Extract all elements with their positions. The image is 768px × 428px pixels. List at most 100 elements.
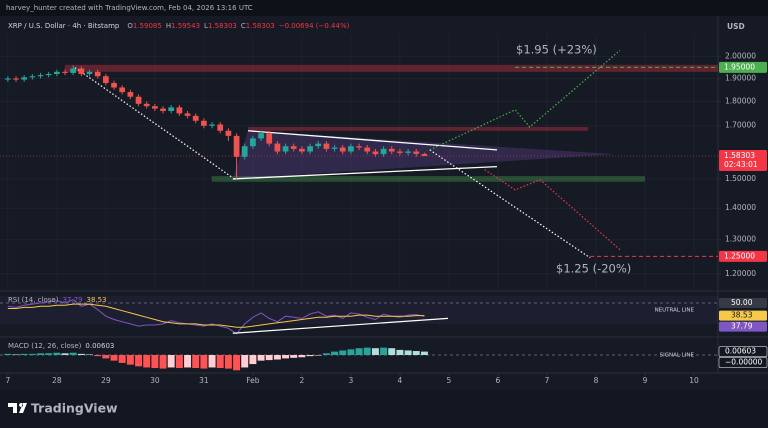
symbol-legend: XRP / U.S. Dollar · 4h · Bitstamp O1.5908…	[8, 22, 350, 30]
macd-bar	[216, 355, 224, 369]
macd-bar	[110, 355, 118, 361]
candle-body	[168, 107, 175, 111]
projection-line	[484, 169, 621, 251]
candle-body	[209, 124, 215, 126]
legend-item: XRP / U.S. Dollar · 4h · Bitstamp	[8, 22, 120, 30]
rsi-trendline	[232, 317, 448, 334]
rsi-tag-label: 50.00	[731, 298, 753, 307]
projection-line	[74, 67, 234, 179]
candle-body	[4, 78, 11, 80]
macd-bar	[77, 353, 85, 355]
macd-bar	[28, 353, 36, 355]
y-tick-label: 2.00000	[725, 52, 756, 61]
rsi-value: 38.53	[87, 296, 107, 304]
macd-bar	[380, 347, 388, 355]
rsi-tag	[719, 321, 767, 332]
macd-bar	[396, 349, 404, 355]
rsi-tag-label: 38.53	[731, 311, 753, 320]
candle-body	[192, 115, 199, 121]
price-pane	[0, 49, 718, 275]
price-zone	[247, 126, 589, 131]
macd-bar	[192, 355, 200, 369]
candle-body	[143, 103, 150, 107]
macd-tag	[718, 357, 768, 368]
macd-pane	[0, 347, 718, 371]
credit: harvey_hunter created with TradingView.c…	[6, 4, 253, 12]
macd-label: MACD (12, 26, close)	[8, 342, 82, 350]
rsi-tag	[719, 310, 767, 321]
macd-bar	[371, 348, 379, 355]
rsi-value: 37.79	[62, 296, 82, 304]
candle-body	[127, 92, 134, 97]
macd-bar	[37, 353, 45, 355]
macd-value: 0.00603	[85, 342, 114, 350]
x-tick-label: 8	[594, 376, 599, 385]
last-price-label: 1.58303	[724, 151, 755, 160]
candle-body	[201, 120, 207, 126]
candle-body	[331, 147, 338, 149]
macd-bar	[224, 355, 232, 369]
last-price-tag	[719, 150, 767, 172]
candle-body	[290, 146, 297, 149]
candle-body	[364, 147, 371, 152]
macd-tag-label: 0.00603	[725, 347, 756, 356]
candle-body	[13, 78, 19, 80]
x-tick-label: 3	[349, 376, 354, 385]
macd-bar	[388, 348, 396, 355]
footer	[0, 390, 768, 428]
y-tick-label: 1.20000	[725, 269, 756, 278]
macd-bar	[355, 348, 363, 355]
macd-bar	[404, 350, 412, 355]
price-tag	[719, 61, 767, 73]
x-tick-label: 31	[199, 376, 209, 385]
macd-bar	[86, 354, 94, 355]
logo: TradingView	[8, 401, 118, 416]
candle-body	[152, 106, 158, 109]
macd-bar	[282, 355, 290, 359]
rsi-pane	[0, 296, 718, 335]
rsi-label: RSI (14, close)	[8, 296, 59, 304]
legend-item: −0.00694 (−0.44%)	[279, 22, 350, 30]
candle-body	[102, 76, 109, 83]
candle-body	[274, 143, 281, 152]
x-tick-label: 6	[496, 376, 501, 385]
x-tick-label: 10	[689, 376, 699, 385]
x-tick-label: 4	[398, 376, 403, 385]
legend-item: H	[166, 22, 171, 30]
axes: 2.00000 1.90000 1.80000 1.70000 1.50000 1.400…	[5, 52, 768, 385]
candle-body	[339, 147, 346, 152]
macd-bar	[331, 351, 339, 355]
macd-bar	[118, 355, 126, 363]
candle-body	[78, 68, 85, 75]
rsi-line	[7, 303, 425, 328]
candle-body	[250, 138, 256, 147]
macd-bar	[265, 355, 273, 361]
price-tag	[719, 250, 767, 262]
price-tag-label: 1.95000	[724, 62, 755, 71]
logo-text: TradingView	[31, 401, 118, 416]
candle-body	[29, 76, 36, 78]
candle-body	[397, 151, 403, 153]
rsi-legend: RSI (14, close) 37.79 38.53	[8, 296, 107, 304]
candle-body	[111, 82, 117, 88]
candle-body	[37, 75, 44, 77]
candle-body	[388, 148, 395, 152]
x-tick-label: 29	[101, 376, 111, 385]
price-zone	[211, 176, 645, 182]
candle-body	[70, 68, 77, 73]
macd-bar	[241, 355, 249, 368]
candle-body	[421, 153, 428, 157]
candle-body	[160, 108, 166, 111]
macd-bar	[45, 353, 53, 355]
trend-line	[247, 130, 498, 151]
macd-bar	[347, 349, 355, 355]
macd-bar	[339, 350, 347, 355]
y-tick-label: 1.50000	[725, 174, 756, 183]
x-tick-label: 28	[52, 376, 62, 385]
macd-tag	[718, 346, 768, 357]
rsi-tag-label: 37.79	[731, 322, 753, 331]
candle-body	[241, 146, 248, 157]
candle-body	[405, 151, 411, 153]
